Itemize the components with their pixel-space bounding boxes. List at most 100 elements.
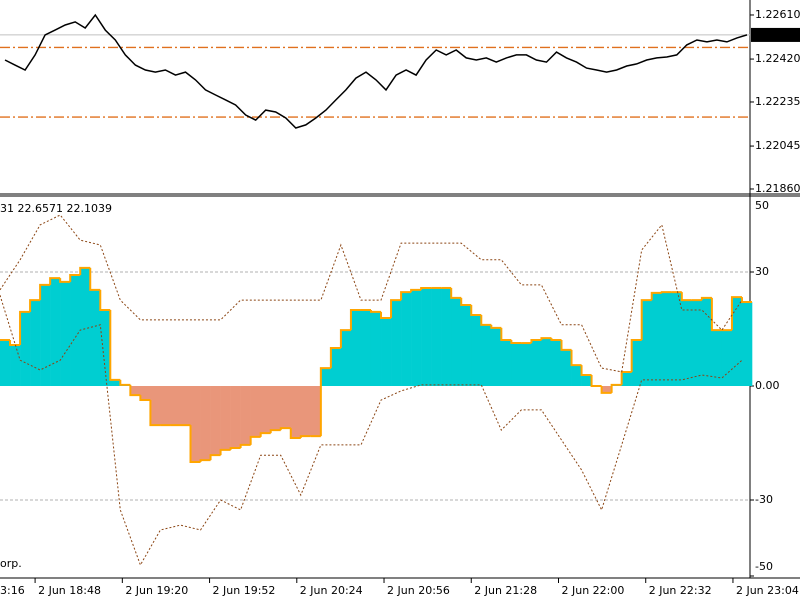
histogram-bar	[30, 300, 41, 386]
y-tick-label: 1.22235	[755, 95, 800, 108]
histogram-edge	[9, 340, 21, 346]
histogram-edge	[109, 310, 121, 381]
histogram-bar	[701, 297, 713, 386]
histogram-bar	[441, 287, 452, 386]
x-tick-label: 2 Jun 22:00	[561, 584, 624, 597]
histogram-edge	[530, 339, 542, 344]
histogram-bar	[641, 300, 653, 386]
histogram-bar	[280, 386, 292, 429]
histogram-edge	[500, 327, 512, 342]
histogram-edge	[640, 299, 652, 341]
histogram-bar	[651, 292, 663, 386]
histogram-bar	[110, 379, 121, 386]
histogram-bar	[300, 386, 312, 437]
histogram-bar	[200, 386, 211, 461]
y-tick-label: -30	[755, 493, 773, 506]
histogram-edge	[490, 324, 502, 329]
histogram-edge	[560, 340, 572, 351]
histogram-edge	[510, 340, 522, 345]
histogram-bar	[150, 386, 161, 426]
histogram-bar	[681, 300, 693, 386]
histogram-edge	[89, 267, 101, 291]
histogram-bar	[190, 386, 201, 462]
histogram-bar	[391, 300, 402, 386]
histogram-bar	[310, 386, 322, 437]
histogram-bar	[411, 289, 422, 386]
histogram-edge	[119, 379, 131, 386]
histogram-edge	[219, 448, 231, 456]
histogram-bar	[260, 386, 272, 434]
histogram-edge	[299, 435, 311, 439]
histogram-bar	[551, 340, 562, 386]
histogram-bar	[691, 300, 703, 386]
x-tick-label: 2 Jun 20:56	[387, 584, 450, 597]
histogram-bar	[240, 386, 251, 445]
histogram-bar	[511, 343, 522, 386]
histogram-bar	[60, 281, 71, 386]
histogram-bar	[561, 349, 572, 386]
y-tick-label: 50	[755, 199, 769, 212]
histogram-bar	[451, 297, 462, 386]
histogram-edge	[129, 384, 141, 397]
indicator-label: 31 22.6571 22.1039	[0, 202, 112, 215]
current-price-label: 1.22524	[755, 28, 800, 41]
histogram-bar	[581, 374, 592, 386]
histogram-bar	[250, 386, 261, 437]
histogram-edge	[249, 435, 261, 445]
current-price-box	[751, 27, 800, 42]
histogram-edge	[149, 400, 161, 427]
histogram-edge	[680, 292, 692, 302]
histogram-bar	[50, 278, 61, 386]
histogram-edge	[570, 349, 582, 367]
histogram-edge	[590, 374, 602, 387]
histogram-bar	[360, 310, 372, 386]
histogram-edge	[69, 274, 81, 282]
histogram-bar	[741, 302, 753, 386]
histogram-bar	[140, 386, 151, 401]
histogram-edge	[540, 337, 552, 341]
histogram-edge	[369, 310, 382, 313]
histogram-bar	[320, 368, 332, 386]
histogram-edge	[710, 297, 722, 332]
histogram-bar	[0, 340, 11, 386]
histogram-bar	[401, 292, 412, 386]
histogram-edge	[650, 291, 662, 301]
histogram-edge	[239, 443, 251, 448]
histogram-bar	[210, 386, 221, 456]
histogram-edge	[229, 446, 241, 450]
histogram-bar	[100, 310, 111, 386]
histogram-bar	[481, 324, 492, 386]
histogram-bar	[381, 317, 392, 386]
y-tick-label: 30	[755, 265, 769, 278]
histogram-bar	[340, 330, 352, 386]
histogram-edge	[269, 429, 281, 434]
x-tick-label: 2 Jun 21:28	[474, 584, 537, 597]
histogram-edge	[39, 283, 51, 301]
histogram-bar	[661, 292, 673, 386]
histogram-edge	[339, 329, 351, 348]
histogram-edge	[450, 287, 462, 299]
histogram-bar	[571, 365, 582, 386]
histogram-bar	[601, 386, 612, 393]
histogram-edge	[139, 395, 151, 402]
y-tick-label: 0.00	[755, 379, 780, 392]
band-line	[0, 295, 743, 567]
histogram-edge	[380, 311, 392, 319]
histogram-edge	[740, 297, 753, 304]
histogram-bar	[70, 275, 81, 386]
histogram-bar	[471, 314, 482, 386]
histogram-edge	[349, 309, 361, 331]
histogram-edge	[480, 314, 492, 326]
histogram-bar	[350, 310, 362, 386]
x-tick-label: 2 Jun 20:24	[300, 584, 363, 597]
histogram-bar	[20, 311, 31, 386]
y-tick-label: 1.21860	[755, 182, 800, 195]
histogram-edge	[420, 286, 432, 290]
histogram-edge	[600, 386, 612, 394]
histogram-bar	[270, 386, 282, 431]
histogram-edge	[580, 365, 592, 376]
histogram-bar	[230, 386, 241, 448]
x-tick-label: 2 Jun 19:52	[213, 584, 276, 597]
histogram-bar	[40, 284, 51, 386]
histogram-edge	[329, 347, 341, 369]
